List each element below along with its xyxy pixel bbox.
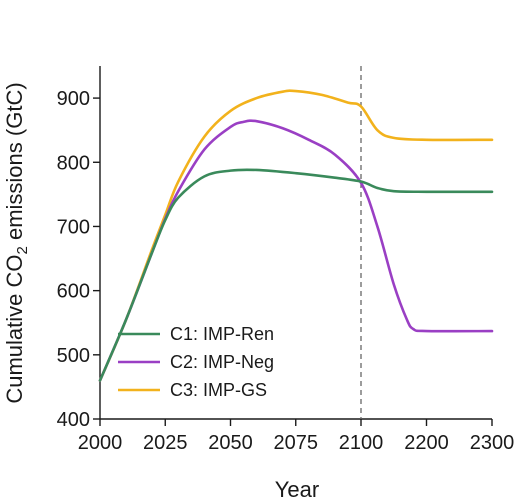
x-axis-label: Year [275,477,319,499]
x-tick-label: 2075 [274,432,319,454]
series-line-1 [98,168,494,382]
y-axis-label-suffix: emissions (GtC) [2,82,27,246]
legend: C1: IMP-Ren C2: IMP-Neg C3: IMP-GS [118,324,274,400]
series-group [98,89,494,382]
x-tick-label: 2000 [78,432,123,454]
x-tick-label: 2100 [339,432,384,454]
y-axis-label-subscript: 2 [14,246,31,254]
legend-label-3: C3: IMP-GS [170,380,267,400]
y-tick-label: 800 [57,152,90,174]
y-tick-label: 900 [57,88,90,110]
x-tick-label: 2050 [208,432,253,454]
x-tick-label: 2025 [143,432,188,454]
y-tick-label: 700 [57,216,90,238]
legend-label-1: C1: IMP-Ren [170,324,274,344]
ticks-group: 400 500 600 700 800 900 2000 2025 2050 2075 2100 22… [57,88,515,454]
x-tick-label: 2300 [470,432,515,454]
series-line-2 [98,119,494,382]
y-tick-label: 500 [57,345,90,367]
y-axis-label-prefix: Cumulative CO [2,254,27,403]
axes [99,66,492,420]
legend-label-2: C2: IMP-Neg [170,352,274,372]
x-tick-label: 2200 [404,432,449,454]
y-axis-label: Cumulative CO2 emissions (GtC) [2,82,31,403]
y-tick-label: 600 [57,281,90,303]
y-tick-label: 400 [57,409,90,431]
